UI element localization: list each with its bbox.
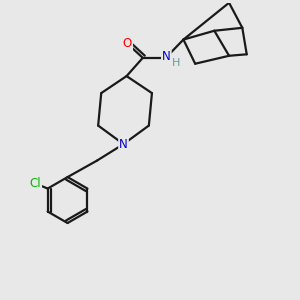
Text: Cl: Cl — [29, 177, 41, 190]
Text: O: O — [123, 37, 132, 50]
Text: H: H — [172, 58, 180, 68]
Text: N: N — [162, 50, 171, 63]
Text: N: N — [119, 138, 128, 151]
